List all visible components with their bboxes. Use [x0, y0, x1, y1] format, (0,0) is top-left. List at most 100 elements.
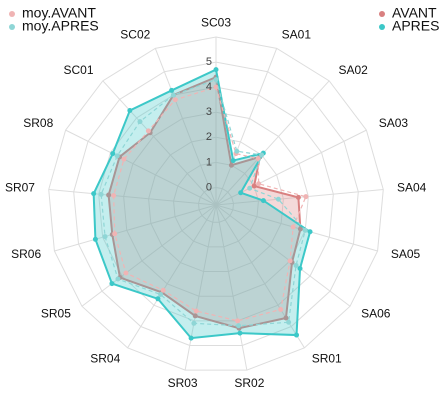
- point: [91, 191, 97, 197]
- point: [290, 224, 296, 230]
- tick-label: 2: [206, 131, 212, 143]
- axis-label: SC03: [201, 15, 231, 29]
- point: [109, 281, 115, 287]
- axis-label: SR05: [41, 307, 71, 321]
- point: [295, 194, 301, 200]
- point: [302, 227, 308, 233]
- point: [278, 306, 284, 312]
- axis-label: SA05: [391, 247, 421, 261]
- point: [169, 87, 175, 93]
- tick-label: 5: [206, 56, 212, 68]
- point: [303, 194, 309, 200]
- spoke: [54, 204, 217, 252]
- axis-label: SR07: [5, 180, 35, 194]
- point: [235, 318, 241, 324]
- point: [188, 335, 194, 341]
- point: [294, 332, 300, 338]
- point: [228, 162, 234, 168]
- point: [237, 330, 243, 336]
- point: [155, 296, 161, 302]
- point: [213, 84, 219, 90]
- axis-label: SC02: [120, 28, 150, 42]
- grid-ring: [73, 61, 359, 346]
- point: [260, 198, 266, 204]
- point: [286, 319, 292, 325]
- point: [137, 119, 143, 125]
- point: [114, 153, 120, 159]
- point: [297, 265, 303, 271]
- spoke: [184, 204, 217, 371]
- point: [297, 226, 303, 232]
- series-polygon: [107, 75, 302, 330]
- legend-label: moy.APRES: [22, 18, 99, 34]
- axis-label: SR02: [234, 376, 264, 390]
- spoke: [215, 204, 248, 371]
- point: [238, 190, 244, 196]
- point: [193, 308, 199, 314]
- mean-polygon: [113, 86, 307, 322]
- point: [112, 231, 118, 237]
- point: [213, 77, 219, 83]
- mean-polygon: [100, 78, 306, 327]
- point: [234, 148, 240, 154]
- spoke: [154, 48, 217, 206]
- spoke: [215, 204, 351, 307]
- point: [287, 258, 293, 264]
- spoke: [127, 204, 217, 349]
- point: [259, 152, 265, 158]
- axis-label: SR08: [23, 116, 53, 130]
- point: [307, 229, 313, 235]
- axis-label: SR03: [168, 376, 198, 390]
- point: [92, 236, 98, 242]
- axis-label: SC01: [63, 63, 93, 77]
- point: [123, 270, 129, 276]
- axis-label: SA06: [361, 307, 391, 321]
- point: [213, 67, 219, 73]
- legend-label: APRES: [392, 18, 439, 34]
- legend-marker: [9, 24, 15, 30]
- point: [275, 196, 281, 202]
- point: [191, 320, 197, 326]
- legend-label: moy.AVANT: [22, 5, 96, 21]
- axis-label: SR04: [90, 352, 120, 366]
- legend-marker: [379, 24, 385, 30]
- point: [192, 313, 198, 319]
- point: [158, 292, 164, 298]
- grid-ring: [198, 186, 234, 223]
- legend-marker: [9, 11, 15, 17]
- point: [110, 151, 116, 157]
- grid-ring: [123, 111, 309, 297]
- point: [283, 315, 289, 321]
- point: [111, 193, 117, 199]
- tick-label: 1: [206, 156, 212, 168]
- point: [172, 97, 178, 103]
- outer-ring: [48, 36, 384, 371]
- point: [102, 234, 108, 240]
- spoke: [65, 129, 217, 206]
- axis-label: SA04: [397, 180, 427, 194]
- axis-label: SR01: [312, 352, 342, 366]
- point: [256, 181, 262, 187]
- point: [230, 158, 236, 164]
- grid-ring: [173, 161, 259, 248]
- tick-label: 0: [206, 181, 212, 193]
- point: [236, 323, 242, 329]
- spoke: [48, 189, 217, 206]
- point: [106, 192, 112, 198]
- spoke: [81, 204, 217, 307]
- legend-label: AVANT: [392, 5, 437, 21]
- tick-label: 3: [206, 106, 212, 118]
- series-polygon: [92, 68, 312, 340]
- point: [170, 92, 176, 98]
- axis-label: SA01: [282, 28, 312, 42]
- tick-label: 4: [206, 81, 212, 93]
- point: [247, 185, 253, 191]
- axis-label: SR06: [11, 247, 41, 261]
- spoke: [102, 80, 217, 206]
- point: [145, 128, 151, 134]
- point: [98, 191, 104, 197]
- spoke: [215, 48, 278, 206]
- axis-label: SA02: [338, 63, 368, 77]
- spoke: [215, 204, 378, 252]
